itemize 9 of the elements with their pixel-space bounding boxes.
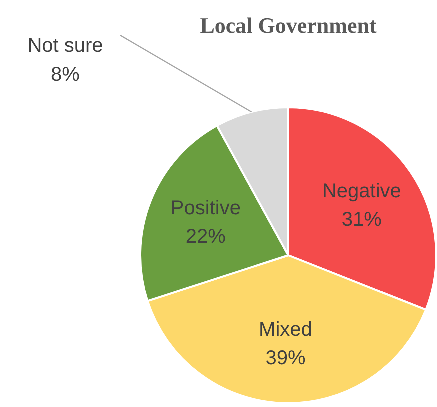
slice-label: Mixed	[259, 318, 312, 341]
data-label: 22%	[186, 226, 226, 248]
slice-label: Negative	[322, 180, 402, 202]
data-label: 31%	[342, 208, 382, 231]
slice-label: Not sure	[28, 35, 104, 58]
data-label: 8%	[51, 64, 80, 86]
data-label: 39%	[266, 348, 306, 370]
chart-title: Local Government	[200, 13, 378, 38]
slice-label: Positive	[170, 198, 241, 220]
